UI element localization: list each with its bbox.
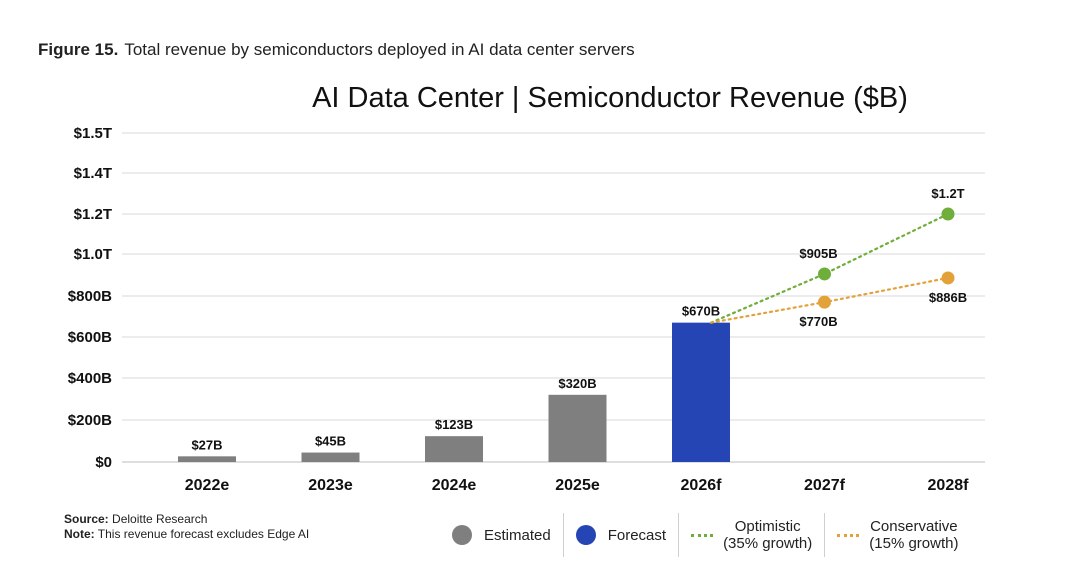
bar bbox=[548, 394, 607, 462]
source-note: Source: Deloitte Research bbox=[64, 512, 309, 527]
x-tick-label: 2022e bbox=[185, 477, 230, 494]
x-tick-label: 2024e bbox=[432, 477, 477, 494]
legend-divider bbox=[678, 513, 680, 557]
y-tick-label: $1.5T bbox=[74, 125, 112, 142]
point-value-label: $886B bbox=[929, 290, 967, 305]
point-conservative bbox=[818, 295, 831, 309]
y-tick-label: $1.4T bbox=[74, 165, 112, 182]
x-tick-label: 2027f bbox=[804, 477, 846, 494]
conservative-swatch bbox=[837, 533, 860, 537]
figure-caption-text: Total revenue by semiconductors deployed… bbox=[124, 40, 635, 59]
line-optimistic bbox=[709, 212, 950, 324]
legend-divider bbox=[824, 513, 826, 557]
estimated-swatch bbox=[452, 525, 472, 545]
legend-divider bbox=[562, 513, 564, 557]
legend-conservative-growth: (15% growth) bbox=[869, 535, 959, 552]
y-tick-label: $1.2T bbox=[74, 206, 112, 223]
chart-title: AI Data Center | Semiconductor Revenue (… bbox=[312, 82, 908, 114]
x-tick-label: 2023e bbox=[308, 477, 353, 494]
legend-conservative-title: Conservative bbox=[870, 518, 958, 535]
bar-value-label: $320B bbox=[558, 376, 596, 391]
point-value-label: $1.2T bbox=[931, 186, 964, 201]
point-conservative bbox=[941, 271, 955, 285]
bar bbox=[672, 322, 730, 462]
y-tick-label: $800B bbox=[68, 288, 112, 305]
note-text: This revenue forecast excludes Edge AI bbox=[97, 527, 310, 541]
legend-item-forecast: Forecast bbox=[564, 525, 678, 545]
y-tick-label: $0 bbox=[95, 454, 112, 471]
bar-value-label: $27B bbox=[191, 437, 222, 452]
point-value-label: $905B bbox=[799, 246, 837, 261]
source-text: Deloitte Research bbox=[112, 512, 208, 526]
point-value-label: $770B bbox=[799, 314, 837, 329]
legend-item-conservative: Conservative (15% growth) bbox=[825, 518, 970, 552]
legend: Estimated Forecast Optimistic (35% growt… bbox=[440, 512, 970, 558]
y-tick-label: $400B bbox=[68, 370, 112, 387]
bar-value-label: $45B bbox=[315, 434, 346, 449]
x-tick-label: 2025e bbox=[555, 477, 600, 494]
note-label: Note: bbox=[64, 527, 95, 541]
bar-value-label: $123B bbox=[435, 417, 473, 432]
optimistic-swatch bbox=[691, 533, 714, 537]
y-tick-label: $200B bbox=[68, 412, 112, 429]
x-tick-label: 2028f bbox=[928, 477, 970, 494]
legend-label-optimistic: Optimistic (35% growth) bbox=[723, 518, 812, 552]
figure-number: Figure 15. bbox=[38, 40, 119, 59]
legend-item-estimated: Estimated bbox=[440, 525, 563, 545]
legend-label-forecast: Forecast bbox=[607, 526, 667, 544]
legend-label-estimated: Estimated bbox=[484, 526, 551, 544]
point-optimistic bbox=[818, 267, 831, 281]
bar-value-label: $670B bbox=[682, 304, 720, 319]
legend-item-optimistic: Optimistic (35% growth) bbox=[679, 518, 824, 552]
x-tick-label: 2026f bbox=[681, 477, 723, 494]
point-optimistic bbox=[941, 207, 955, 221]
source-label: Source: bbox=[64, 512, 109, 526]
y-tick-label: $1.0T bbox=[74, 246, 112, 263]
legend-label-conservative: Conservative (15% growth) bbox=[869, 518, 958, 552]
figure-caption: Figure 15. Total revenue by semiconductor… bbox=[38, 40, 635, 60]
bar bbox=[178, 456, 236, 462]
legend-optimistic-title: Optimistic bbox=[734, 518, 801, 535]
y-tick-label: $600B bbox=[68, 329, 112, 346]
note: Note: This revenue forecast excludes Edg… bbox=[64, 527, 309, 542]
bar bbox=[301, 452, 360, 462]
bar bbox=[425, 436, 483, 462]
legend-optimistic-growth: (35% growth) bbox=[723, 535, 813, 552]
footnotes: Source: Deloitte Research Note: This rev… bbox=[64, 512, 309, 542]
forecast-swatch bbox=[575, 525, 596, 545]
